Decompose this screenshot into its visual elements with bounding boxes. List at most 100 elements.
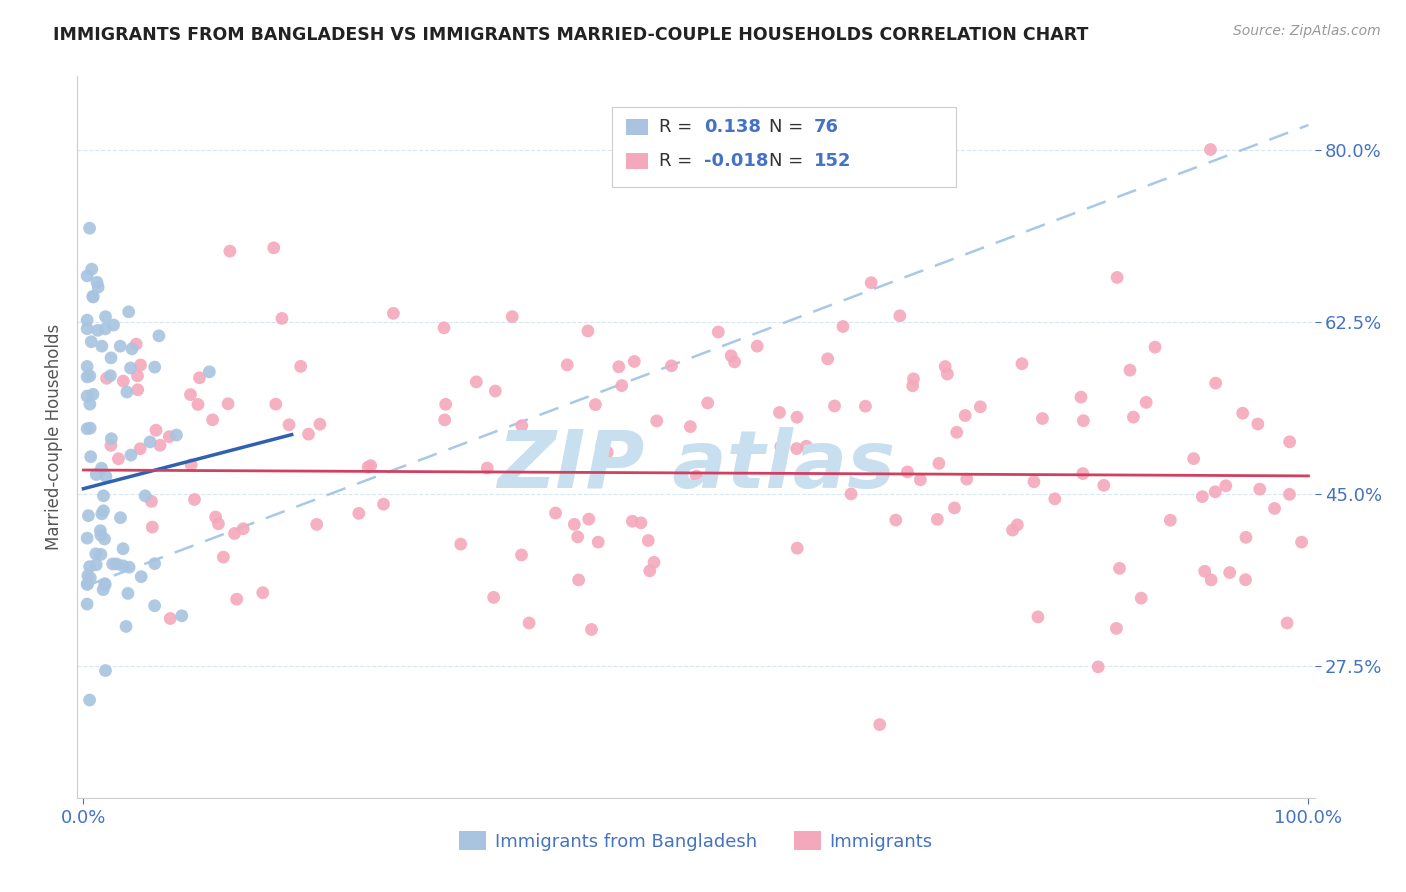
Point — [581, 623, 603, 637]
Point — [1107, 270, 1129, 285]
Point — [786, 541, 808, 556]
Point — [134, 489, 156, 503]
Point — [1278, 487, 1301, 501]
Point — [93, 489, 115, 503]
Point — [79, 571, 101, 585]
Point — [94, 576, 117, 591]
Point — [100, 438, 122, 452]
Point — [434, 397, 457, 411]
Point — [76, 577, 98, 591]
Point — [555, 358, 578, 372]
Point — [1135, 395, 1157, 409]
Point — [94, 322, 117, 336]
Point — [1215, 479, 1237, 493]
Point — [120, 448, 142, 462]
Point — [188, 370, 211, 384]
Point — [685, 469, 707, 483]
Point — [1278, 434, 1301, 449]
Text: 0.138: 0.138 — [704, 118, 762, 136]
Point — [1232, 406, 1254, 420]
Point — [263, 241, 285, 255]
Point — [148, 329, 170, 343]
Point — [769, 440, 792, 454]
Point — [76, 568, 98, 582]
Point — [661, 359, 683, 373]
Point — [510, 548, 533, 562]
Point — [450, 537, 472, 551]
Point — [141, 494, 163, 508]
Text: R =: R = — [659, 118, 693, 136]
Point — [271, 311, 294, 326]
Point — [309, 417, 332, 432]
Point — [832, 319, 855, 334]
Point — [91, 582, 114, 597]
Point — [747, 339, 769, 353]
Point — [768, 405, 790, 419]
Point — [578, 512, 600, 526]
Point — [101, 557, 124, 571]
Point — [107, 451, 129, 466]
Point — [720, 349, 742, 363]
Text: N =: N = — [769, 118, 803, 136]
Point — [1291, 535, 1313, 549]
Point — [82, 289, 104, 303]
Point — [696, 396, 718, 410]
Point — [707, 325, 730, 339]
Point — [79, 693, 101, 707]
Point — [82, 387, 104, 401]
Point — [79, 221, 101, 235]
Point — [145, 423, 167, 437]
Point — [179, 387, 201, 401]
Text: 152: 152 — [814, 152, 852, 169]
Point — [94, 310, 117, 324]
Point — [817, 351, 839, 366]
Point — [1001, 523, 1024, 537]
Point — [94, 664, 117, 678]
Point — [90, 528, 112, 542]
Point — [297, 427, 319, 442]
Point — [484, 384, 506, 398]
Point — [567, 530, 589, 544]
Point — [93, 532, 115, 546]
Point — [89, 524, 111, 538]
Point — [1199, 573, 1222, 587]
Point — [232, 522, 254, 536]
Point — [943, 500, 966, 515]
Point — [1247, 417, 1270, 431]
Legend: Immigrants from Bangladesh, Immigrants: Immigrants from Bangladesh, Immigrants — [451, 824, 941, 858]
Point — [103, 318, 125, 332]
Point — [143, 557, 166, 571]
Point — [896, 465, 918, 479]
Point — [79, 397, 101, 411]
Point — [576, 324, 599, 338]
Point — [969, 400, 991, 414]
Point — [568, 573, 591, 587]
Point — [225, 592, 247, 607]
Point — [100, 432, 122, 446]
Point — [1071, 467, 1094, 481]
Point — [1143, 340, 1166, 354]
Point — [934, 359, 956, 374]
Point — [1026, 610, 1049, 624]
Point — [86, 276, 108, 290]
Point — [889, 309, 911, 323]
Point — [927, 512, 949, 526]
Point — [305, 517, 328, 532]
Point — [786, 442, 808, 456]
Point — [824, 399, 846, 413]
Point — [884, 513, 907, 527]
Point — [76, 369, 98, 384]
Point — [786, 410, 808, 425]
Point — [76, 322, 98, 336]
Point — [187, 397, 209, 411]
Point — [596, 445, 619, 459]
Text: ZIP atlas: ZIP atlas — [496, 427, 896, 505]
Point — [1011, 357, 1033, 371]
Point — [252, 585, 274, 599]
Point — [212, 550, 235, 565]
Point — [278, 417, 301, 432]
Point — [1092, 478, 1115, 492]
Point — [84, 558, 107, 572]
Point — [360, 458, 382, 473]
Point — [621, 514, 644, 528]
